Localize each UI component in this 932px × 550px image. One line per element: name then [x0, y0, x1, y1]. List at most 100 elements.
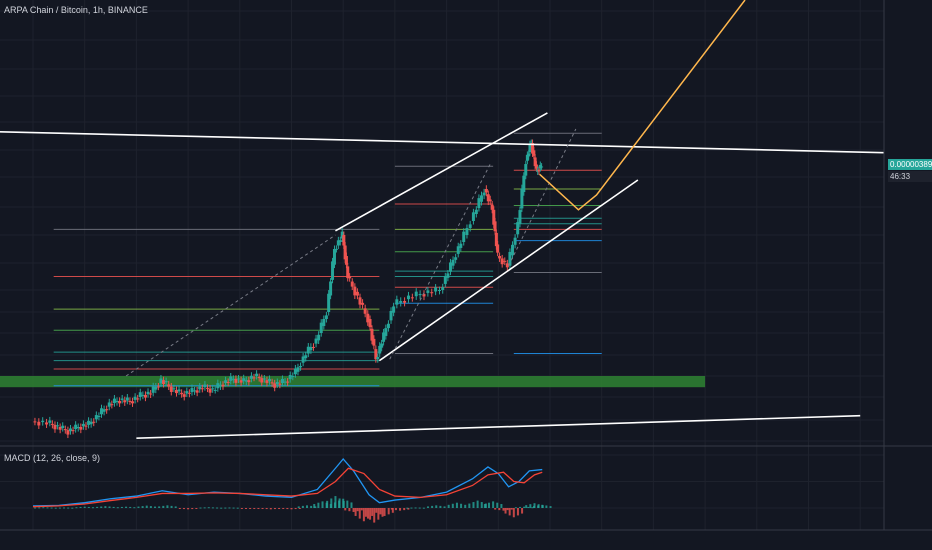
candle-body — [311, 346, 315, 348]
candle-body — [296, 367, 300, 372]
candle-body — [508, 251, 512, 266]
histogram-bar — [334, 496, 337, 508]
candle-body — [115, 400, 119, 403]
candle-body — [486, 194, 490, 202]
histogram-bar — [46, 507, 49, 509]
candle-body — [482, 192, 486, 196]
histogram-bar — [483, 504, 486, 508]
candle-body — [353, 286, 357, 296]
candle-body — [322, 319, 326, 326]
candle-body — [87, 420, 91, 425]
candle-body — [418, 294, 422, 296]
histogram-bar — [170, 505, 173, 508]
candle-body — [107, 402, 111, 407]
histogram-bar — [523, 506, 526, 508]
candle-body — [484, 189, 488, 193]
candle-body — [430, 292, 434, 294]
candle-body — [286, 381, 290, 383]
demand-zone — [0, 376, 706, 388]
candle-body — [283, 381, 287, 383]
candle-body — [260, 378, 264, 383]
grid — [0, 0, 884, 530]
candle-body — [177, 389, 181, 392]
candle-body — [174, 390, 178, 394]
histogram-bar — [207, 507, 210, 509]
candle-body — [74, 424, 78, 430]
histogram-bar — [426, 506, 429, 508]
histogram-bar — [236, 507, 239, 509]
candle-body — [317, 334, 321, 341]
candle-body — [76, 427, 80, 429]
histogram-bar — [87, 506, 90, 508]
candle-body — [81, 423, 85, 427]
candle-body — [434, 287, 438, 292]
candle-body — [221, 384, 225, 387]
histogram-bar — [342, 498, 345, 508]
histogram-bar — [492, 501, 495, 508]
histogram-bar — [407, 508, 410, 510]
candle-body — [370, 328, 374, 341]
histogram-bar — [508, 508, 511, 516]
histogram-bar — [476, 500, 479, 508]
histogram-bar — [261, 508, 264, 509]
histogram-bar — [381, 508, 384, 517]
candle-body — [332, 249, 336, 265]
histogram-bar — [141, 506, 144, 508]
histogram-bar — [50, 507, 53, 509]
candle-body — [454, 257, 458, 260]
histogram-bar — [500, 504, 503, 508]
candle-body — [441, 287, 445, 290]
candle-body — [382, 332, 386, 342]
candle-body — [474, 209, 478, 214]
fib-diagonal-guide — [125, 234, 336, 377]
candle-body — [511, 244, 515, 256]
histogram-bar — [321, 501, 324, 508]
histogram-bar — [313, 504, 316, 508]
candle-body — [79, 427, 83, 430]
histogram-bar — [527, 506, 530, 508]
candle-body — [437, 290, 441, 291]
histogram-bar — [273, 508, 276, 510]
candle-body — [262, 378, 266, 380]
histogram-bar — [533, 503, 536, 508]
candle-body — [56, 425, 60, 427]
candle-body — [537, 169, 541, 172]
candle-body — [459, 243, 463, 248]
candle-body — [61, 425, 65, 429]
candle-body — [270, 382, 274, 384]
histogram-bar — [75, 507, 78, 509]
candle-body — [340, 231, 344, 239]
histogram-bar — [297, 506, 300, 508]
candle-body — [492, 209, 496, 225]
histogram-bar — [257, 508, 260, 509]
candle-body — [182, 394, 186, 397]
histogram-bar — [494, 508, 497, 510]
histogram-bar — [100, 506, 103, 508]
histogram-bar — [525, 505, 528, 508]
candle-body — [211, 388, 215, 390]
histogram-bar — [549, 506, 552, 508]
candle-body — [216, 383, 220, 389]
candle-body — [314, 338, 318, 344]
histogram-bar — [58, 507, 61, 509]
candle-body — [334, 248, 338, 250]
histogram-bar — [158, 506, 161, 508]
candle-body — [48, 420, 52, 423]
candle-body — [399, 301, 403, 303]
channel-upper-line — [335, 112, 548, 232]
candle-body — [237, 378, 241, 380]
candle-body — [524, 164, 528, 176]
histogram-bar — [191, 508, 194, 510]
candle-body — [498, 256, 502, 259]
channel-lower-line — [378, 179, 639, 362]
candle-body — [395, 299, 399, 305]
candle-body — [33, 421, 37, 423]
candle-body — [252, 377, 256, 379]
candle-body — [229, 376, 233, 381]
candle-body — [493, 221, 497, 232]
histogram-bar — [34, 507, 37, 509]
histogram-bar — [63, 507, 66, 509]
candle-body — [503, 260, 507, 262]
projection-path — [539, 0, 746, 211]
countdown-badge: 46:33 — [888, 171, 932, 182]
